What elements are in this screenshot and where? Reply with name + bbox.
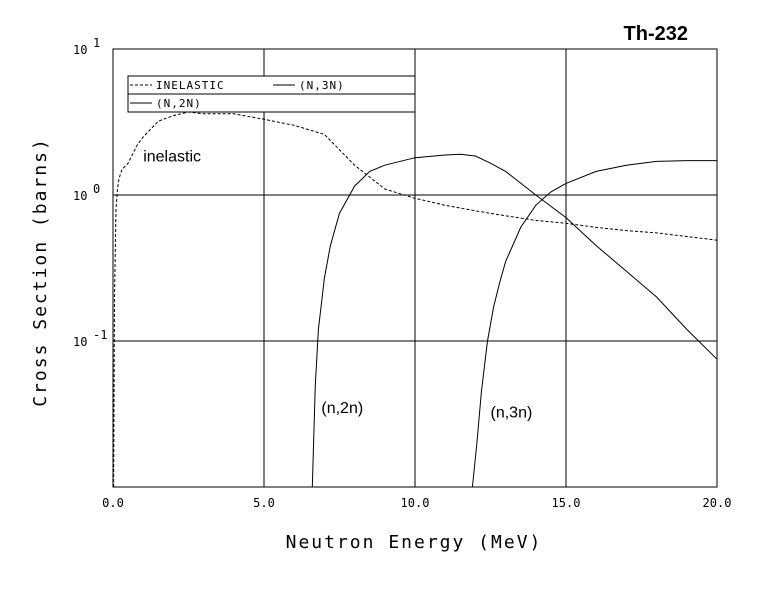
series-layer: [113, 111, 718, 488]
legend-entry: (N,2N): [156, 97, 202, 110]
y-axis-ticks: 10 1 10 0 10 -1: [73, 36, 107, 349]
y-tick-label: 10: [73, 189, 87, 203]
y-tick-exponent: 1: [93, 36, 100, 50]
series-line-inelastic: [113, 111, 718, 488]
curve-annotation: inelastic: [143, 148, 201, 165]
y-axis-label: Cross Section (barns): [30, 137, 51, 407]
legend-entry: INELASTIC: [156, 79, 225, 92]
x-tick-label: 10.0: [401, 496, 430, 510]
x-axis-label: Neutron Energy (MeV): [286, 532, 543, 553]
series-line-n2n: [311, 153, 718, 488]
grid-lines: [113, 49, 717, 487]
series-line-n3n: [471, 160, 717, 488]
y-tick-exponent: 0: [93, 182, 100, 196]
x-tick-label: 20.0: [703, 496, 732, 510]
y-tick-label: 10: [73, 43, 87, 57]
plot-frame: [112, 48, 718, 488]
curve-annotation: (n,2n): [321, 400, 363, 417]
x-tick-label: 0.0: [102, 496, 124, 510]
curve-annotation: (n,3n): [491, 404, 533, 421]
y-tick-label: 10: [73, 335, 87, 349]
legend: INELASTIC (N,3N) (N,2N): [127, 75, 416, 113]
x-axis-ticks: 0.0 5.0 10.0 15.0 20.0: [102, 496, 731, 510]
y-tick-exponent: -1: [93, 328, 107, 342]
legend-entry: (N,3N): [299, 79, 345, 92]
chart-title: Th-232: [624, 23, 688, 45]
annotations: inelastic (n,2n) (n,3n): [143, 148, 532, 421]
x-tick-label: 5.0: [253, 496, 275, 510]
x-tick-label: 15.0: [552, 496, 581, 510]
